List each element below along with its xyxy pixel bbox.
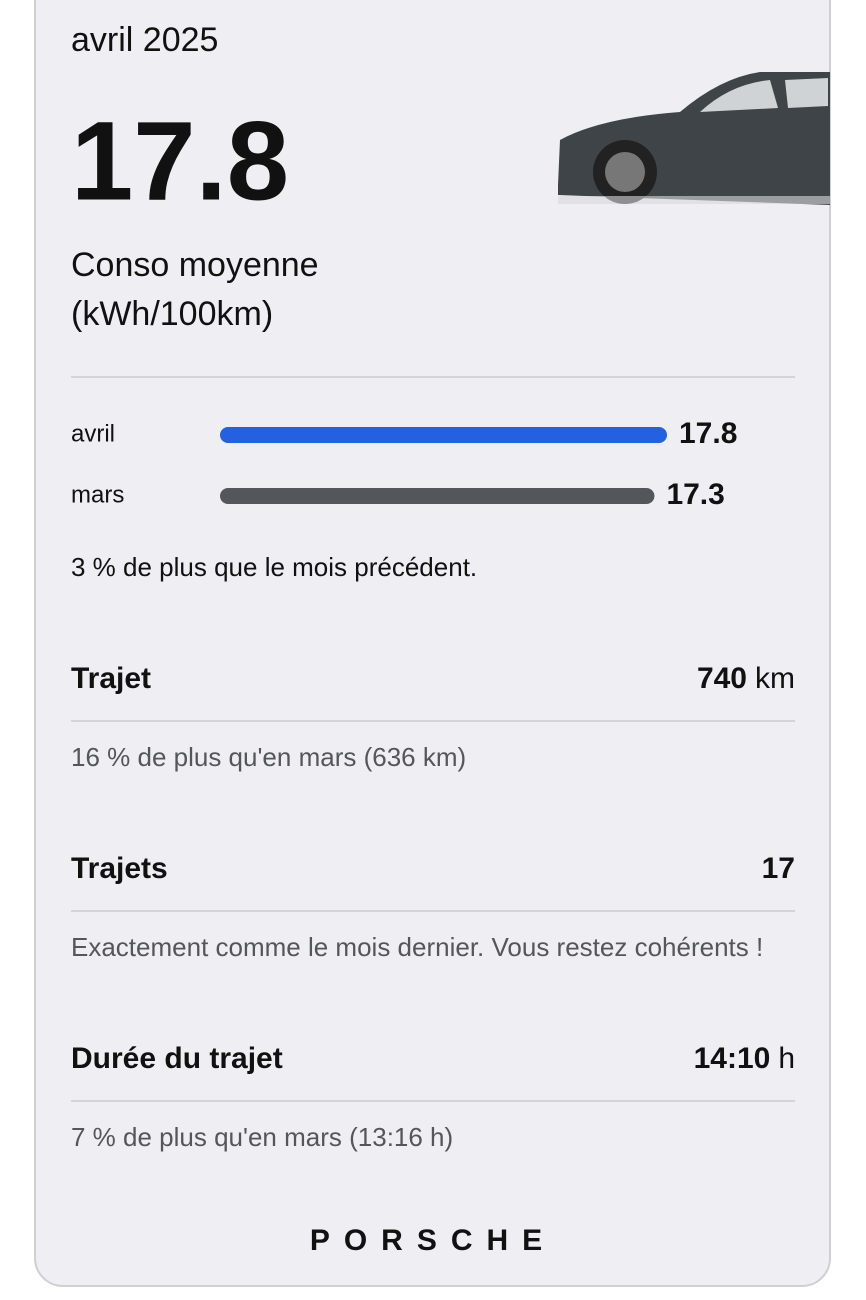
- car-image: [558, 72, 830, 205]
- stat-label: Trajet: [71, 662, 151, 695]
- period: avril 2025: [71, 21, 218, 59]
- stat-number: 17: [762, 852, 795, 885]
- bar-value: 17.3: [666, 478, 724, 511]
- stat-label: Trajets: [71, 852, 168, 885]
- bar-value: 17.8: [679, 417, 737, 450]
- bar: [220, 488, 655, 504]
- consumption-unit: (kWh/100km): [71, 295, 273, 333]
- stat-note: 16 % de plus qu'en mars (636 km): [71, 742, 466, 772]
- comparison-note: 3 % de plus que le mois précédent.: [71, 552, 477, 582]
- stat-unit: h: [778, 1042, 795, 1075]
- stat-value: 17: [762, 852, 795, 885]
- stat-number: 740: [697, 662, 747, 695]
- card: [34, 0, 831, 1287]
- consumption-value: 17.8: [71, 99, 289, 224]
- bar: [220, 427, 667, 443]
- brand-logo: PORSCHE: [310, 1224, 556, 1257]
- stat-value: 740 km: [697, 662, 795, 695]
- stat-number: 14:10: [694, 1042, 771, 1075]
- stat-label: Durée du trajet: [71, 1042, 283, 1075]
- consumption-label: Conso moyenne: [71, 246, 319, 284]
- stat-note: Exactement comme le mois dernier. Vous r…: [71, 932, 763, 962]
- bar-label: avril: [71, 420, 115, 447]
- stat-unit: km: [755, 662, 795, 695]
- stat-value: 14:10 h: [694, 1042, 795, 1075]
- bar-label: mars: [71, 481, 124, 508]
- stat-note: 7 % de plus qu'en mars (13:16 h): [71, 1122, 453, 1152]
